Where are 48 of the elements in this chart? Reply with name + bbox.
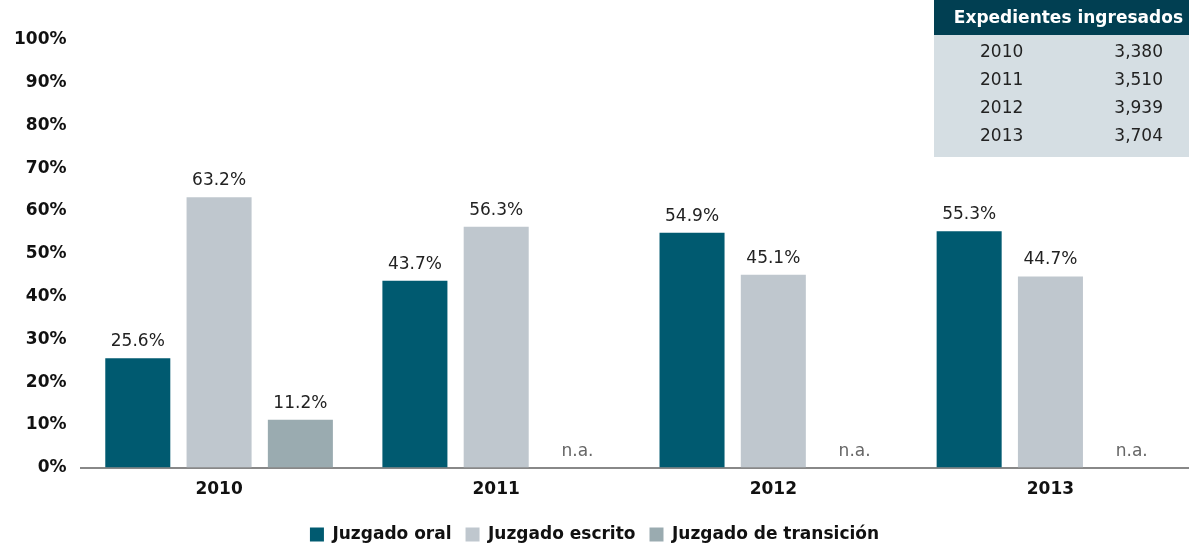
data-label: 63.2% bbox=[192, 169, 247, 190]
text: n.a. bbox=[838, 439, 871, 460]
y-tick-label: 10% bbox=[25, 413, 67, 434]
y-tick-label: 90% bbox=[25, 71, 67, 92]
data-label: 56.3% bbox=[469, 198, 524, 219]
y-tick-label: 30% bbox=[25, 327, 67, 348]
bar bbox=[267, 419, 333, 468]
bar bbox=[936, 231, 1002, 468]
data-label: 45.1% bbox=[746, 246, 801, 267]
y-tick-label: 70% bbox=[25, 156, 67, 177]
bar bbox=[659, 232, 725, 468]
data-label: 44.7% bbox=[1023, 248, 1078, 269]
x-tick-label: 2012 bbox=[749, 478, 797, 499]
text: Expedientes ingresados bbox=[953, 7, 1183, 27]
bar bbox=[740, 274, 806, 468]
annotation: 3,380 bbox=[1114, 41, 1163, 63]
legend-label: Juzgado escrito bbox=[487, 522, 636, 543]
annotation: 3,510 bbox=[1114, 69, 1163, 91]
data-label: 25.6% bbox=[110, 330, 165, 351]
annotation: 2012 bbox=[980, 97, 1024, 119]
bar bbox=[105, 358, 171, 468]
bar bbox=[382, 280, 448, 468]
x-tick-label: 2011 bbox=[472, 478, 520, 499]
data-label: 11.2% bbox=[273, 391, 328, 412]
annotation: 2010 bbox=[980, 41, 1024, 63]
y-tick-label: 60% bbox=[25, 199, 67, 220]
y-tick-label: 80% bbox=[25, 113, 67, 134]
data-label: 54.9% bbox=[665, 204, 720, 225]
annotation: 3,939 bbox=[1114, 97, 1163, 119]
y-tick-label: 50% bbox=[25, 242, 67, 263]
annotation: 2011 bbox=[980, 69, 1024, 91]
y-tick-label: 40% bbox=[25, 284, 67, 305]
data-label: 55.3% bbox=[942, 203, 997, 224]
bar bbox=[463, 226, 529, 468]
text: n.a. bbox=[1115, 439, 1148, 460]
y-tick-label: 100% bbox=[13, 28, 67, 49]
data-label: 43.7% bbox=[387, 252, 442, 273]
legend-label: Juzgado de transición bbox=[671, 522, 880, 543]
x-tick-label: 2013 bbox=[1026, 478, 1075, 499]
y-tick-label: 20% bbox=[25, 370, 67, 391]
text: n.a. bbox=[561, 439, 594, 460]
bar bbox=[1017, 276, 1083, 468]
legend-label: Juzgado oral bbox=[331, 522, 452, 543]
x-tick-label: 2010 bbox=[195, 478, 243, 499]
y-tick-label: 0% bbox=[37, 456, 67, 477]
annotation: 3,704 bbox=[1114, 125, 1163, 147]
bar bbox=[186, 197, 252, 468]
annotation: 2013 bbox=[980, 125, 1024, 147]
